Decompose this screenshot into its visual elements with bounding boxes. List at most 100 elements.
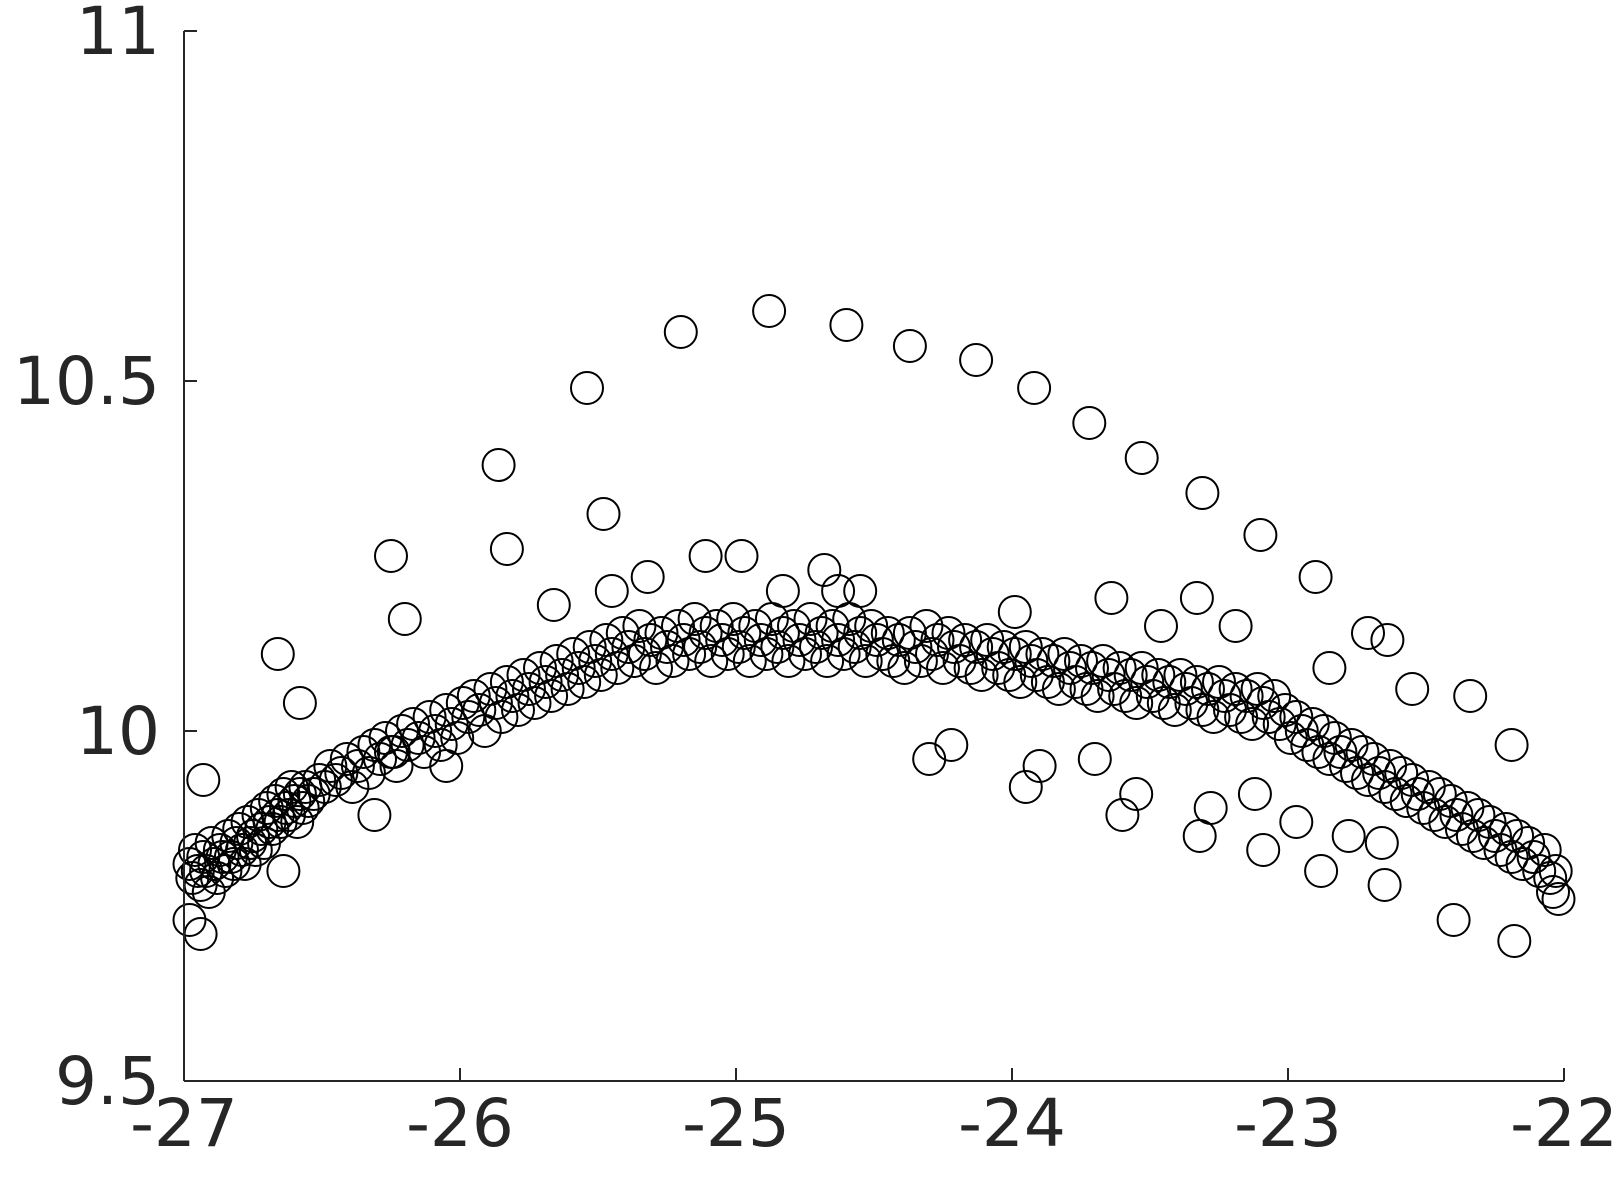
data-point [1077,742,1112,776]
data-point [266,854,301,888]
data-point [688,539,723,573]
data-point [429,749,464,783]
data-point [1331,819,1366,853]
data-point [633,623,668,657]
data-point [501,693,535,727]
data-point [1157,693,1192,727]
data-point [1367,868,1402,902]
data-point [536,588,571,622]
data-point [1522,854,1557,888]
data-point [1298,560,1333,594]
data-point [545,658,580,692]
data-point [280,805,315,839]
data-point [1246,833,1281,867]
data-point [1497,924,1532,958]
data-point [743,623,778,657]
data-point [260,637,295,671]
data-point [1191,672,1225,706]
data-point [752,294,787,328]
data-point [1489,812,1523,846]
data-point [586,497,621,531]
data-point [688,616,723,650]
data-point [705,623,740,657]
data-point [1229,679,1264,713]
data-point [561,651,596,685]
data-point [959,343,994,377]
data-point [821,623,856,657]
data-point [1179,581,1214,615]
data-point [650,630,684,664]
data-point [197,847,232,881]
data-point [765,574,800,608]
data-point [1080,679,1115,713]
data-point [663,315,698,349]
data-point [694,644,729,678]
data-point [1130,665,1165,699]
data-point [1235,707,1270,741]
data-point [887,651,922,685]
data-point [666,623,701,657]
data-point [550,672,585,706]
data-point [1384,756,1419,790]
data-point [1218,672,1253,706]
data-point [211,819,246,853]
x-tick-label: -24 [958,1085,1066,1162]
data-points [172,294,1576,958]
data-point [829,308,864,342]
data-point [1422,777,1457,811]
data-point [848,644,883,678]
x-tick-label: -27 [130,1085,238,1162]
data-point [804,616,839,650]
data-point [484,700,519,734]
data-point [1411,770,1446,804]
data-point [269,791,304,825]
data-point [534,679,569,713]
data-point [1072,406,1107,440]
data-point [357,798,392,832]
data-point [1533,861,1568,895]
data-point [183,917,218,951]
data-point [478,686,513,720]
data-point [1185,476,1220,510]
data-point [376,735,411,769]
data-point [1370,623,1405,657]
data-point [277,784,312,818]
data-point [1439,798,1474,832]
data-point [1279,805,1314,839]
data-point [1351,616,1385,650]
data-point [782,623,817,657]
data-point [517,686,552,720]
data-point [1168,672,1203,706]
data-point [1323,735,1358,769]
data-point [909,609,944,643]
data-point [1461,798,1496,832]
data-point [418,714,453,748]
data-point [843,574,878,608]
data-point [1091,658,1126,692]
data-point [616,644,651,678]
data-point [594,574,629,608]
data-point [1306,714,1341,748]
data-point [760,630,795,664]
data-point [1284,714,1319,748]
data-point [1527,833,1562,867]
data-point [1268,693,1303,727]
data-point [1094,581,1129,615]
data-point [1450,791,1485,825]
data-point [1017,371,1052,405]
data-point [920,623,955,657]
data-point [1025,637,1060,671]
data-point [1304,854,1339,888]
data-point [456,679,491,713]
x-axis-ticks: -27 -26 -25 -24 -23 -22 [130,1068,1618,1162]
data-point [1141,658,1176,692]
data-point [1478,819,1512,853]
data-point [821,574,856,608]
data-point [1541,882,1576,916]
data-point [749,637,784,671]
data-point [1295,707,1330,741]
data-point [975,637,1010,671]
data-point [1036,644,1071,678]
data-point [964,658,999,692]
